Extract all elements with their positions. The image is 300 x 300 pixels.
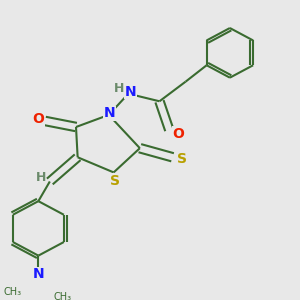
Text: N: N (33, 267, 44, 281)
Text: O: O (32, 112, 44, 126)
Text: CH₃: CH₃ (3, 287, 21, 297)
Text: O: O (172, 127, 184, 141)
Text: H: H (114, 82, 124, 95)
Text: N: N (104, 106, 116, 120)
Text: S: S (110, 174, 120, 188)
Text: H: H (35, 171, 46, 184)
Text: CH₃: CH₃ (53, 292, 71, 300)
Text: N: N (125, 85, 136, 99)
Text: S: S (177, 152, 187, 166)
